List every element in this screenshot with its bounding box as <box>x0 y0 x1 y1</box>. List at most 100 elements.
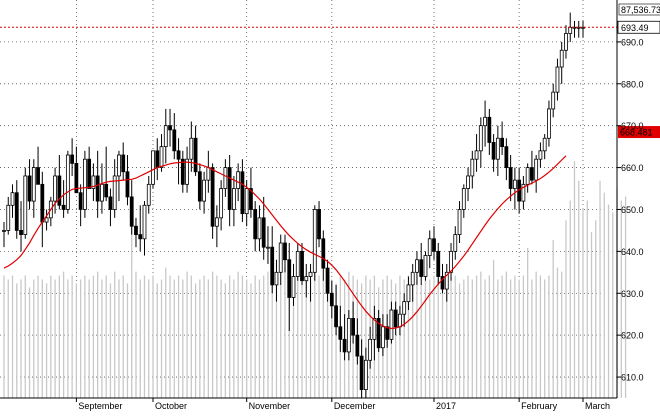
candle-up <box>521 183 526 202</box>
candle-down <box>197 171 202 202</box>
candle-up <box>206 167 211 181</box>
price-tick-label: 680.0 <box>621 79 644 89</box>
candle-down <box>155 150 160 168</box>
candle-down <box>70 154 75 164</box>
candle-up <box>555 66 560 93</box>
candle-up <box>474 150 479 160</box>
candle-up <box>244 188 249 215</box>
candle-down <box>287 259 292 298</box>
price-tick-label: 650.0 <box>621 205 644 215</box>
candle-up <box>534 158 539 181</box>
candle-down <box>19 230 23 236</box>
candle-down <box>61 204 66 210</box>
candle-up <box>23 175 28 236</box>
candle-down <box>227 167 232 210</box>
candle-down <box>261 217 266 248</box>
moving-average-line <box>3 155 567 330</box>
candle-down <box>432 238 436 252</box>
candle-down <box>104 183 109 198</box>
price-tick-label: 610.0 <box>621 373 644 383</box>
candle-down <box>95 175 100 202</box>
moving-average-value-label: 668.481 <box>620 128 653 138</box>
candle-up <box>564 33 568 51</box>
candle-up <box>308 271 313 277</box>
candle-down <box>376 317 381 349</box>
candle-up <box>151 150 155 185</box>
candle-down <box>419 259 424 277</box>
time-axis: September October November December 2017 Febr… <box>0 397 617 411</box>
candle-up <box>551 91 556 110</box>
candle-down <box>283 242 287 261</box>
candlesticks <box>2 12 585 398</box>
time-tick-label: November <box>249 401 291 411</box>
candle-up <box>402 301 407 315</box>
candle-down <box>27 175 32 202</box>
volume-label-box <box>618 3 660 16</box>
candle-up <box>232 188 236 210</box>
candle-up <box>295 250 300 277</box>
time-tick-label: September <box>78 401 122 411</box>
candle-up <box>82 158 87 210</box>
candle-down <box>355 334 360 357</box>
price-overlays: 87,536.73 693.49 668.481 <box>0 3 660 139</box>
candle-down <box>270 246 275 286</box>
candle-down <box>508 167 513 189</box>
candle-down <box>36 167 40 185</box>
candle-up <box>117 154 121 177</box>
candle-up <box>100 183 104 202</box>
candle-up <box>159 146 164 168</box>
time-tick-label: February <box>521 401 558 411</box>
candle-up <box>146 183 151 206</box>
candle-down <box>121 154 126 173</box>
candle-up <box>512 179 517 189</box>
candle-down <box>500 137 505 148</box>
candle-down <box>530 167 534 181</box>
candle-up <box>53 175 57 202</box>
candle-down <box>329 292 334 307</box>
price-tick-label: 660.0 <box>621 163 644 173</box>
volume-bars <box>3 161 627 398</box>
candle-up <box>415 259 419 273</box>
candle-up <box>381 326 385 349</box>
candle-down <box>393 309 398 328</box>
candle-up <box>189 137 194 160</box>
time-tick-label: October <box>155 401 187 411</box>
candle-up <box>266 246 270 249</box>
candle-down <box>134 225 138 236</box>
price-tick-label: 630.0 <box>621 289 644 299</box>
candle-down <box>338 326 343 340</box>
candle-down <box>317 209 321 240</box>
candle-up <box>312 209 317 273</box>
candle-up <box>547 108 551 139</box>
moving-average-series <box>3 155 567 330</box>
candle-down <box>210 167 215 227</box>
candle-up <box>274 271 279 286</box>
candle-down <box>87 158 92 189</box>
candle-down <box>334 305 338 328</box>
time-tick-label: 2017 <box>436 401 456 411</box>
price-tick-label: 670.0 <box>621 121 644 131</box>
candle-up <box>423 255 428 277</box>
candle-up <box>363 359 368 391</box>
candle-up <box>389 309 394 340</box>
candle-up <box>453 234 458 252</box>
candle-up <box>214 217 219 227</box>
candle-up <box>278 242 283 273</box>
candle-up <box>44 217 49 223</box>
price-axis: 690.0 680.0 670.0 660.0 650.0 640.0 630.0 620.0… <box>616 0 644 398</box>
candle-up <box>219 188 224 219</box>
candle-down <box>359 355 364 391</box>
moving-average-value-box <box>618 126 660 139</box>
candle-down <box>300 250 304 282</box>
candle-up <box>538 150 543 160</box>
candle-up <box>257 217 262 240</box>
candle-up <box>466 175 470 189</box>
candle-up <box>478 125 483 152</box>
candle-down <box>14 192 19 231</box>
candle-down <box>436 250 441 277</box>
candle-down <box>321 238 326 269</box>
candle-up <box>525 167 530 185</box>
candle-down <box>351 317 355 336</box>
candle-up <box>483 116 487 127</box>
candle-down <box>240 171 245 215</box>
